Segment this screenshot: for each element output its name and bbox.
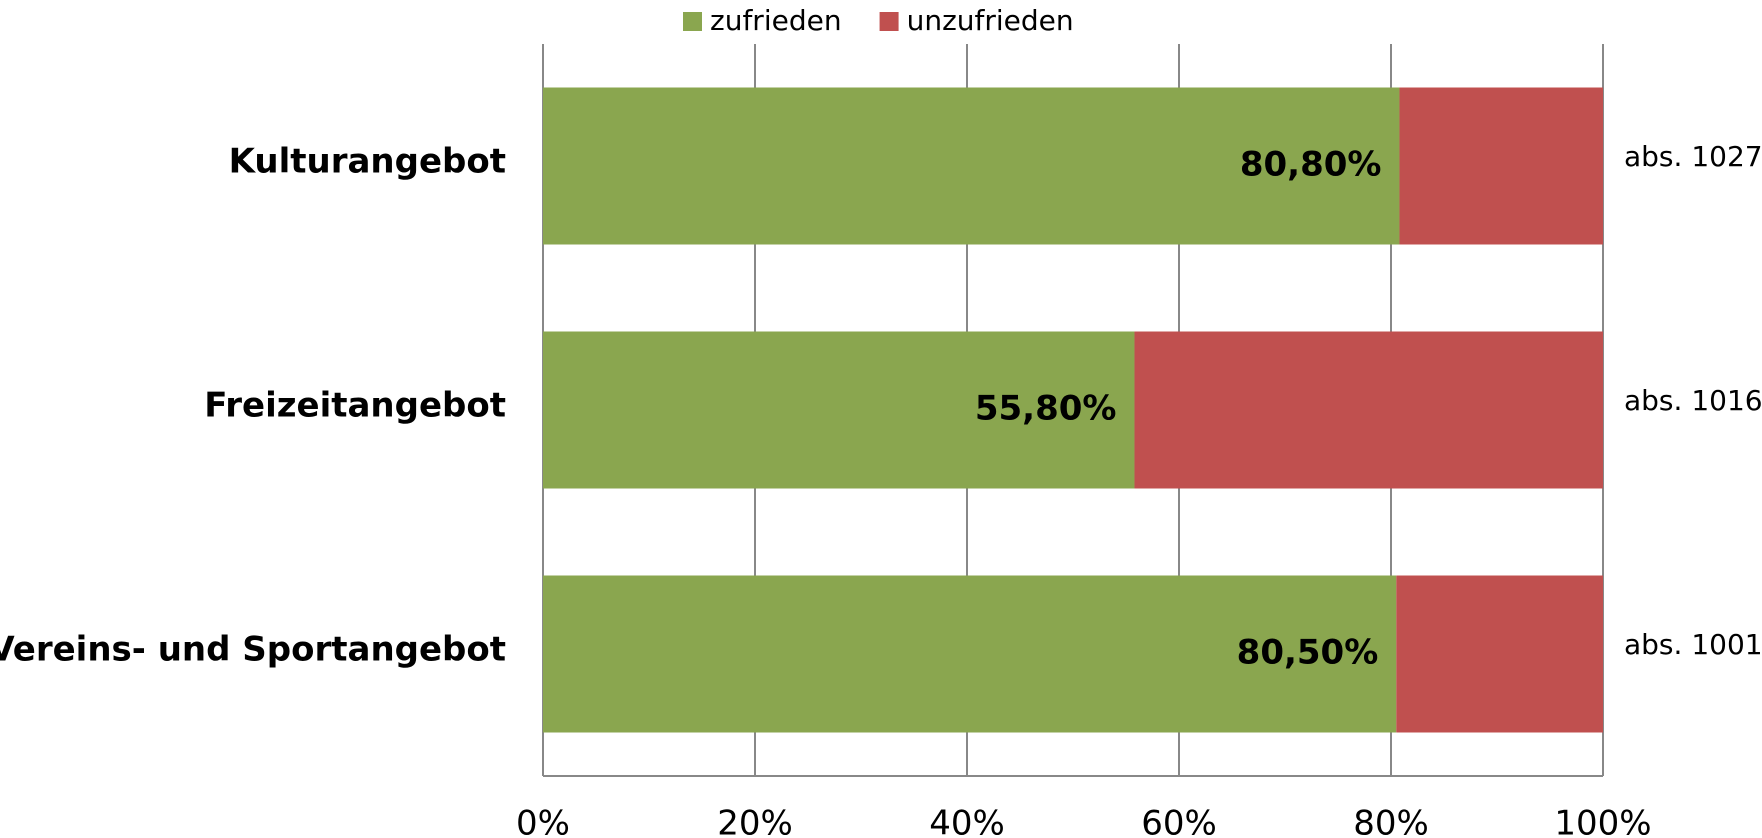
annotation: abs. 1001 bbox=[1624, 628, 1762, 661]
bar-segment bbox=[1134, 331, 1603, 489]
legend-swatch bbox=[683, 12, 702, 31]
bar-segment bbox=[543, 331, 1135, 489]
bar-segment bbox=[1396, 575, 1603, 733]
x-tick-label: 20% bbox=[717, 804, 793, 838]
legend-label: unzufrieden bbox=[907, 4, 1074, 37]
bar-segment bbox=[1399, 87, 1603, 245]
annotation: abs. 1027 bbox=[1624, 140, 1762, 173]
x-tick-label: 40% bbox=[929, 804, 1005, 838]
category-label: Kulturangebot bbox=[229, 142, 506, 182]
x-tick-label: 60% bbox=[1141, 804, 1217, 838]
bar-segment bbox=[543, 87, 1400, 245]
category-label: Freizeitangebot bbox=[204, 386, 506, 426]
x-tick-label: 100% bbox=[1554, 804, 1651, 838]
annotation: abs. 1016 bbox=[1624, 384, 1762, 417]
bar-segment bbox=[543, 575, 1397, 733]
category-label: Vereins- und Sportangebot bbox=[0, 630, 506, 670]
legend-label: zufrieden bbox=[710, 4, 842, 37]
legend-swatch bbox=[879, 12, 899, 31]
value-label: 80,50% bbox=[1237, 633, 1379, 673]
value-label: 80,80% bbox=[1240, 145, 1382, 185]
x-tick-label: 80% bbox=[1353, 804, 1429, 838]
value-label: 55,80% bbox=[975, 389, 1117, 429]
x-tick-label: 0% bbox=[516, 804, 570, 838]
